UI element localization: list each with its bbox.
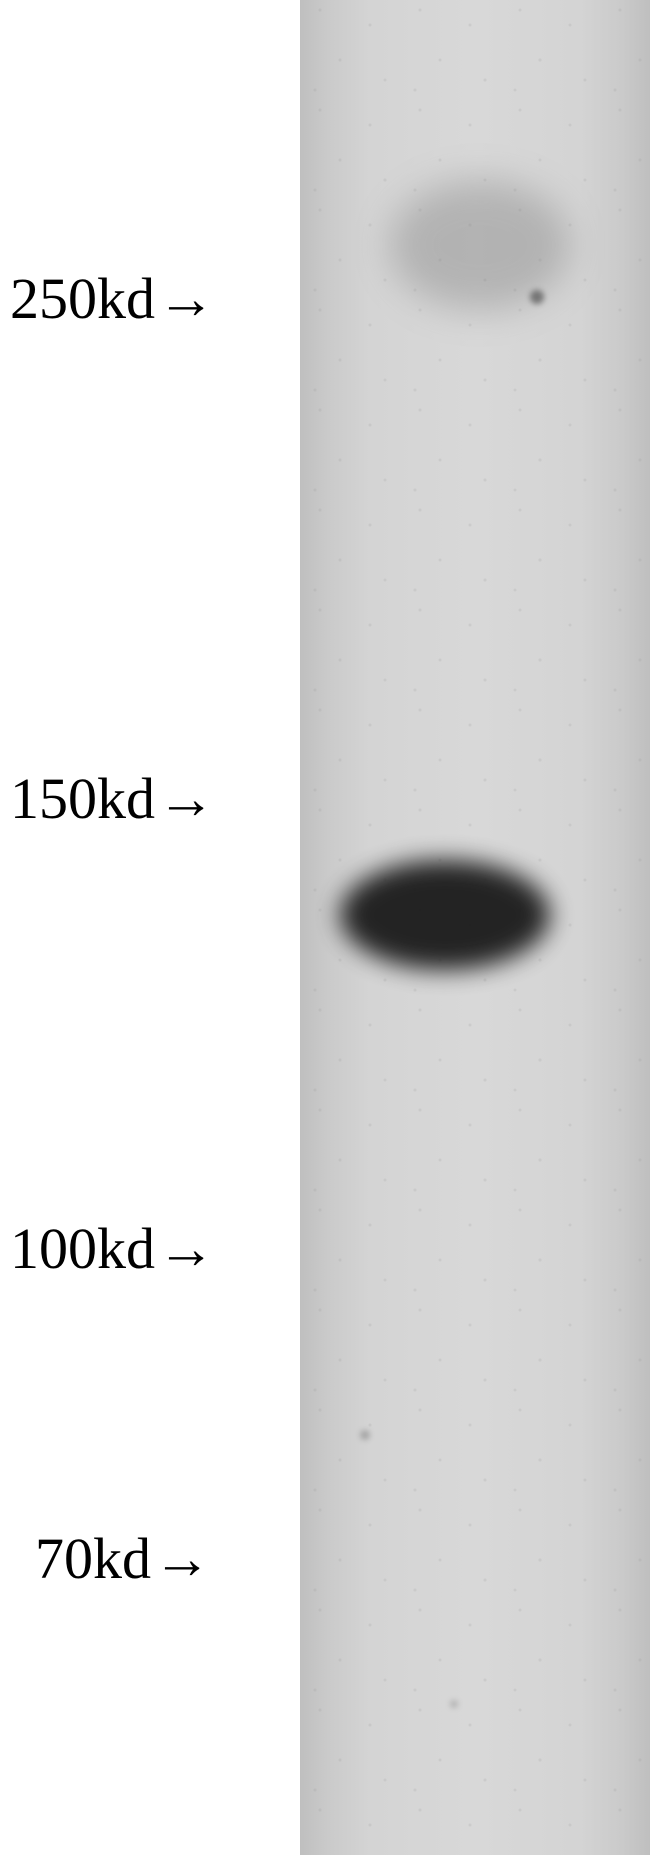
main-band (340, 860, 550, 970)
marker-100kd: 100kd→ (10, 1215, 215, 1282)
blot-lane (300, 0, 650, 1855)
arrow-icon: → (157, 1215, 215, 1282)
arrow-icon: → (157, 765, 215, 832)
marker-label-text: 250kd (10, 265, 155, 332)
marker-label-text: 70kd (35, 1525, 151, 1592)
marker-label-text: 100kd (10, 1215, 155, 1282)
arrow-icon: → (157, 265, 215, 332)
faint-upper-band (390, 180, 570, 310)
marker-250kd: 250kd→ (10, 265, 215, 332)
speck (360, 1430, 370, 1440)
speck (530, 290, 544, 304)
marker-70kd: 70kd→ (35, 1525, 211, 1592)
blot-figure-container: 250kd→ 150kd→ 100kd→ 70kd→ WWW.PTGLAB.CO… (0, 0, 650, 1855)
arrow-icon: → (153, 1525, 211, 1592)
speck (450, 1700, 458, 1708)
marker-150kd: 150kd→ (10, 765, 215, 832)
marker-label-text: 150kd (10, 765, 155, 832)
